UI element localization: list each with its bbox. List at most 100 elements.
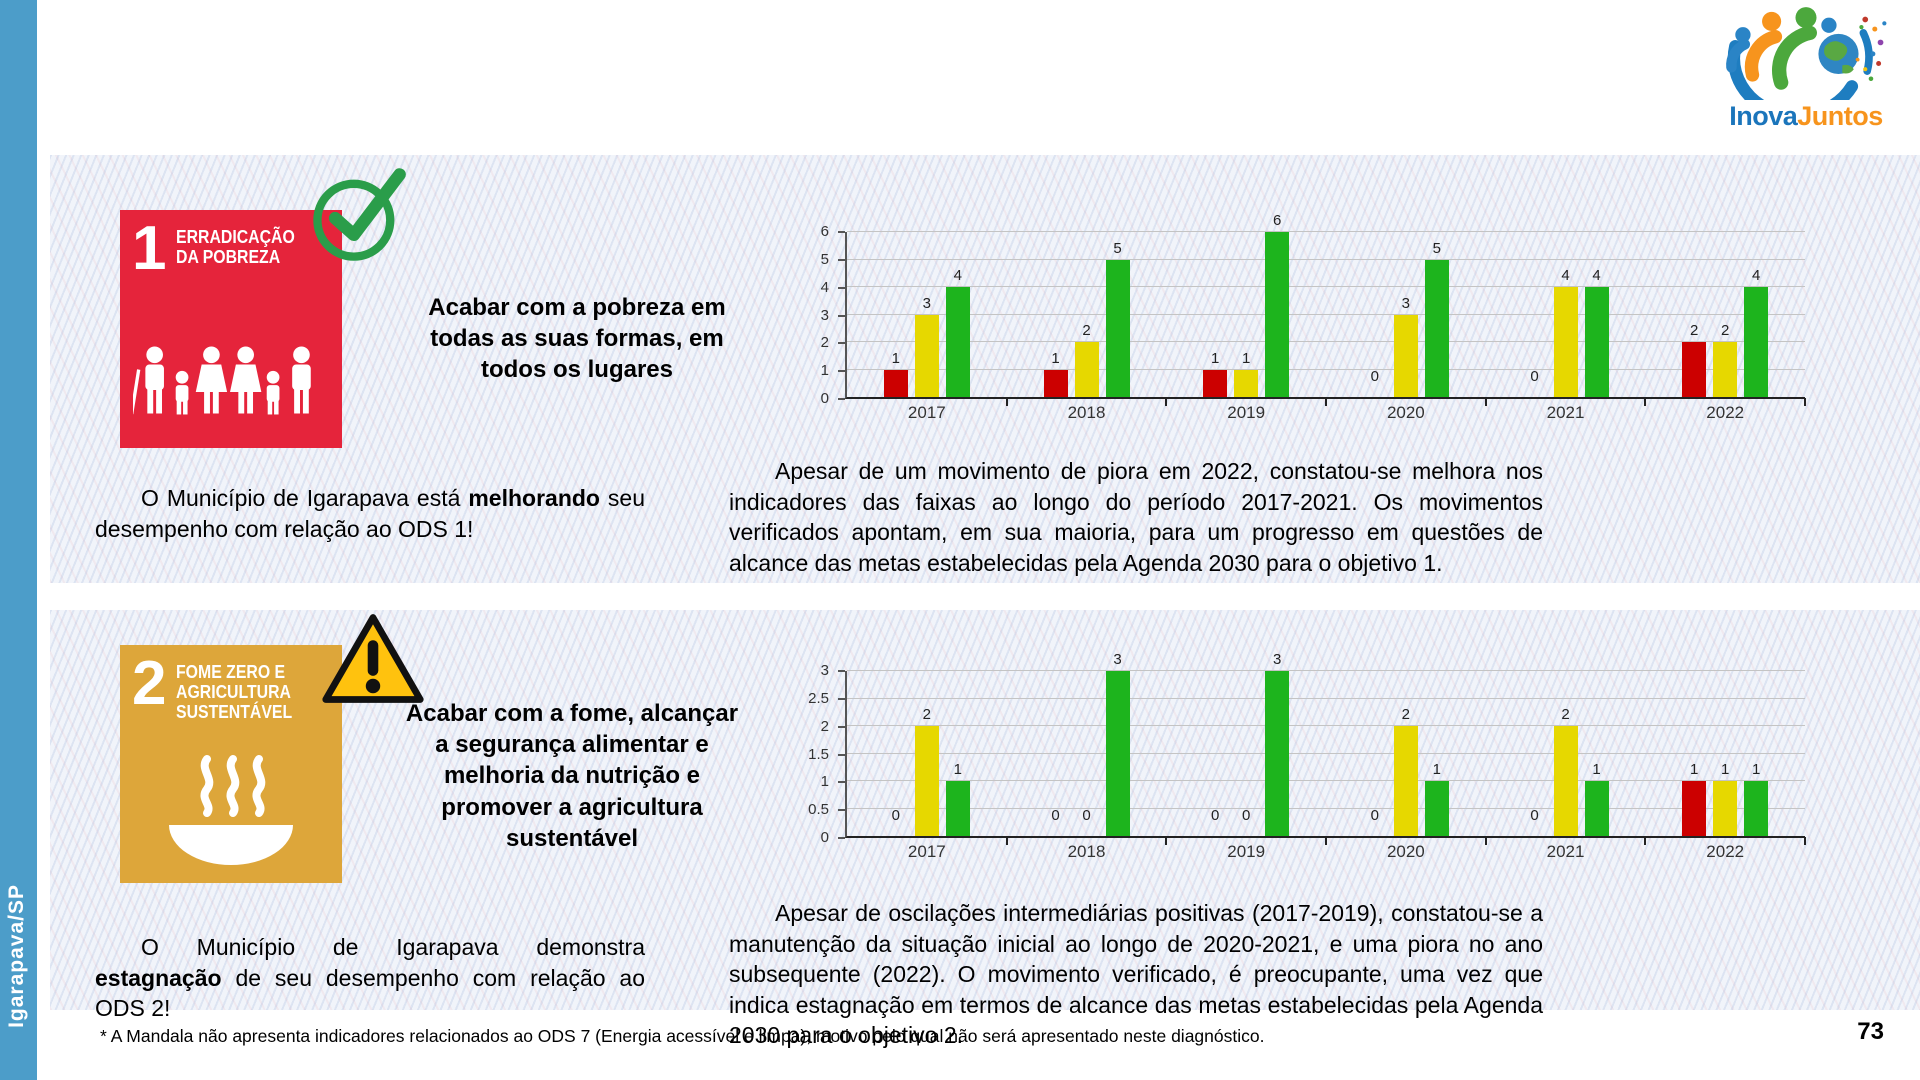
bar-slot: 4 (945, 232, 970, 397)
y-tick-mark (838, 258, 845, 261)
page-number: 73 (1857, 1018, 1884, 1045)
bar-green (1424, 781, 1449, 836)
bar-slot: 3 (1105, 652, 1130, 836)
y-tick-mark (838, 753, 845, 756)
inovajuntos-logo: InovaJuntos (1716, 4, 1896, 130)
bar-yellow (1713, 342, 1738, 397)
bar-slot: 1 (1682, 671, 1707, 836)
x-axis-year-label: 2021 (1546, 403, 1585, 422)
x-axis-year-label: 2022 (1706, 403, 1745, 422)
ods1-bar-chart: 0 1 2 3 4 5 6 1 3 4 2017 1 2 5 2018 1 1 6 2019 0 3 5 2020 0 4 4 20… (790, 212, 1820, 427)
bar-red (1682, 781, 1707, 836)
x-axis-year-label: 2019 (1227, 842, 1266, 861)
gridline (847, 313, 1805, 315)
bar-value-label: 1 (1690, 761, 1699, 778)
y-tick-mark (838, 398, 845, 400)
stagnation-warning-icon (320, 610, 426, 708)
bar-slot: 5 (1105, 232, 1130, 397)
bar-yellow (914, 726, 939, 836)
y-tick-mark (838, 809, 845, 812)
gridline (847, 780, 1805, 781)
bar-slot: 1 (1234, 232, 1259, 397)
bar-groups: 1 3 4 2017 1 2 5 2018 1 1 6 2019 0 3 5 2020 0 4 4 2021 2 2 4 20… (847, 213, 1805, 422)
bar-red (1203, 369, 1228, 397)
ods2-status-pre: O Município de Igarapava demonstra (141, 934, 645, 960)
improving-check-icon (306, 162, 410, 266)
y-tick-label: 3 (820, 306, 829, 324)
gridline (847, 807, 1805, 809)
gridline (847, 725, 1805, 726)
bar-value-label: 1 (1432, 761, 1442, 778)
bar-slot: 6 (1265, 213, 1290, 397)
bar-red (1682, 342, 1707, 397)
y-tick-mark (838, 342, 845, 345)
bar-slot: 3 (914, 232, 939, 397)
ods2-badge: 2 FOME ZERO E AGRICULTURA SUSTENTÁVEL (120, 645, 342, 883)
y-tick-mark (838, 231, 845, 233)
bar-value-label: 2 (1721, 322, 1730, 339)
inovajuntos-logo-icon (1726, 7, 1887, 122)
bar-green (1584, 781, 1609, 836)
y-tick-mark (838, 314, 845, 317)
gridline (847, 697, 1805, 699)
bar-slot: 0 (1044, 671, 1068, 836)
x-tick-mark (1804, 837, 1806, 845)
y-tick-mark (838, 670, 845, 672)
x-axis-year-label: 2017 (907, 403, 946, 422)
gridline (847, 231, 1805, 232)
bar-green (1744, 781, 1769, 836)
ods1-title: ERRADICAÇÃO DA POBREZA (176, 227, 296, 267)
bar-red (883, 369, 908, 397)
bar-value-label: 2 (1561, 706, 1570, 723)
y-tick-mark (838, 370, 845, 373)
bar-green (945, 287, 970, 397)
gridline (847, 341, 1805, 342)
ods2-status-paragraph: O Município de Igarapava demonstra estag… (95, 932, 645, 1024)
ods1-number: 1 (132, 214, 167, 283)
bar-value-label: 1 (1721, 761, 1730, 778)
x-axis-year-label: 2020 (1386, 403, 1425, 422)
bar-slot: 1 (1043, 232, 1068, 397)
bar-value-label: 1 (953, 761, 962, 778)
y-tick-label: 1 (820, 773, 829, 791)
bar-slot: 2 (914, 671, 939, 836)
bar-value-label: 0 (1082, 807, 1091, 824)
y-tick-label: 3 (820, 662, 829, 679)
municipality-label: Igarapava/SP (5, 884, 28, 1028)
chart-year-group: 0 3 5 2020 (1326, 232, 1486, 422)
bar-yellow (1553, 726, 1578, 836)
ods1-family-pictogram-icon (120, 344, 342, 436)
bar-green (1424, 259, 1449, 397)
bar-slot: 0 (1075, 671, 1099, 836)
gridline (847, 286, 1805, 287)
bar-slot: 2 (1393, 671, 1418, 836)
bar-slot: 0 (1363, 232, 1387, 397)
bar-slot: 4 (1553, 232, 1578, 397)
bar-slot: 5 (1424, 232, 1449, 397)
bar-slot: 1 (945, 671, 970, 836)
chart-year-group: 1 1 6 2019 (1166, 213, 1326, 422)
y-tick-label: 0 (820, 829, 829, 846)
ods1-goal-text: Acabar com a pobreza em todas as suas fo… (428, 294, 726, 384)
ods1-status-post: seu desempenho com relação ao ODS 1! (95, 485, 645, 542)
bar-slot: 1 (883, 232, 908, 397)
bar-value-label: 4 (1592, 267, 1601, 284)
y-tick-label: 2 (820, 334, 829, 352)
gridline (847, 368, 1805, 370)
chart-year-group: 1 2 5 2018 (1007, 232, 1167, 422)
bar-value-label: 1 (1752, 761, 1761, 778)
logo-wordmark: InovaJuntos (1716, 103, 1896, 130)
y-tick-label: 2.5 (808, 689, 829, 707)
bar-yellow (1074, 342, 1099, 397)
bar-green (1584, 287, 1609, 397)
plot-area: 1 3 4 2017 1 2 5 2018 1 1 6 2019 0 3 5 2020 0 4 4 2021 2 2 4 20… (845, 213, 1806, 422)
ods1-status-pre: O Município de Igarapava está (141, 485, 469, 511)
bar-value-label: 3 (1401, 294, 1411, 312)
x-tick-mark (1804, 398, 1806, 406)
x-tick-mark (1005, 398, 1008, 406)
bar-value-label: 1 (891, 349, 900, 367)
x-tick-mark (1325, 837, 1327, 845)
sidebar-bar: Igarapava/SP (0, 0, 37, 1080)
bar-slot: 1 (1713, 671, 1738, 836)
bar-value-label: 3 (1273, 651, 1282, 668)
